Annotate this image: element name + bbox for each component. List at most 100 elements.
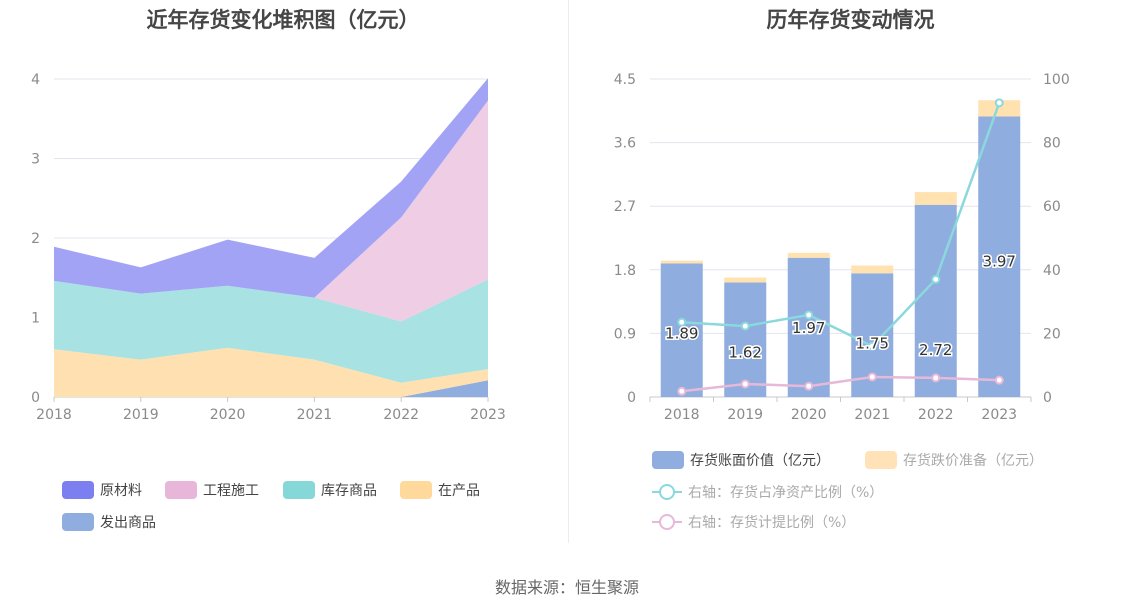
y-left-tick-label: 4.5: [614, 72, 636, 88]
x-tick-label: 2023: [470, 407, 506, 423]
x-tick-label: 2022: [918, 407, 954, 423]
y-left-tick-label: 3.6: [614, 136, 636, 152]
legend-swatch: [652, 483, 682, 501]
x-tick-label: 2020: [791, 407, 827, 423]
area-在产品: [54, 347, 488, 397]
right-chart-title: 历年存货变动情况: [766, 8, 935, 32]
line-point: [804, 310, 814, 320]
y-left-tick-label: 0.9: [614, 326, 636, 342]
bar-存货账面价值（亿元）: [724, 282, 767, 397]
bar-value-label: 1.62: [729, 344, 762, 362]
legend-item[interactable]: 原材料: [62, 480, 142, 500]
legend-label: 工程施工: [203, 483, 259, 499]
bar-value-label: 1.75: [856, 334, 889, 352]
line-point: [994, 375, 1004, 385]
legend-label: 存货跌价准备（亿元）: [903, 453, 1043, 469]
legend-item[interactable]: 存货账面价值（亿元）: [652, 450, 830, 470]
bar-value-label: 1.89: [665, 324, 698, 342]
area-工程施工: [54, 100, 488, 322]
legend-swatch: [400, 481, 432, 499]
line-point: [931, 373, 941, 383]
x-tick-label: 2018: [664, 407, 700, 423]
legend-swatch: [62, 513, 94, 531]
data-source-note: 数据来源：恒生聚源: [494, 578, 639, 597]
bar-存货跌价准备（亿元）: [978, 100, 1021, 117]
y-right-tick-label: 20: [1043, 326, 1061, 342]
y-right-tick-label: 0: [1043, 390, 1052, 406]
x-tick-label: 2019: [123, 407, 159, 423]
line-point: [994, 98, 1004, 108]
y-tick-label: 2: [31, 231, 40, 247]
inventory-bar-chart: 0 0.9 1.8 2.7 3.6 4.5 0 20 40 60 80 100 1.89 1.62 1.97…: [614, 72, 1070, 423]
y-tick-label: 1: [31, 311, 40, 327]
x-tick-label: 2021: [854, 407, 890, 423]
legend-label: 在产品: [438, 483, 480, 499]
x-tick-label: 2018: [36, 407, 72, 423]
x-tick-label: 2020: [210, 407, 246, 423]
line-point: [677, 317, 687, 327]
bar-value-label: 1.97: [792, 319, 825, 337]
legend-item[interactable]: 右轴：存货计提比例（%）: [652, 512, 855, 532]
y-left-tick-label: 2.7: [614, 199, 636, 215]
line-右轴：存货占净资产比例（%）: [681, 102, 1001, 348]
legend-swatch: [62, 481, 94, 499]
legend-label: 存货账面价值（亿元）: [690, 453, 830, 469]
area-发出商品: [54, 380, 488, 397]
line-point: [867, 372, 877, 382]
y-left-tick-label: 0: [627, 390, 636, 406]
legend-swatch: [652, 513, 682, 531]
bar-存货跌价准备（亿元）: [787, 252, 830, 258]
line-point: [677, 386, 687, 396]
y-tick-label: 0: [31, 390, 40, 406]
panel-divider: [568, 0, 569, 543]
legend-item[interactable]: 库存商品: [283, 480, 377, 500]
y-right-tick-label: 100: [1043, 72, 1070, 88]
bar-存货跌价准备（亿元）: [724, 277, 767, 283]
legend-item[interactable]: 右轴：存货占净资产比例（%）: [652, 482, 883, 502]
bar-存货跌价准备（亿元）: [914, 192, 957, 205]
legend-label: 发出商品: [100, 515, 156, 531]
left-chart-title: 近年存货变化堆积图（亿元）: [146, 8, 420, 32]
inventory-bar-chart-panel: 历年存货变动情况 0 0.9 1.8 2.7 3.6 4.5 0 20 40 60 80 100 1.8…: [567, 0, 1134, 548]
line-point: [867, 341, 877, 351]
legend-label: 右轴：存货占净资产比例（%）: [688, 485, 884, 501]
legend-label: 原材料: [100, 483, 142, 499]
x-tick-label: 2022: [383, 407, 419, 423]
legend-swatch: [865, 451, 897, 469]
stacked-area-chart-panel: 近年存货变化堆积图（亿元） 0 1 2 3 4 2018 2019 2020 2021 2022 2…: [0, 0, 566, 548]
legend-label: 右轴：存货计提比例（%）: [688, 515, 856, 531]
legend-item[interactable]: 发出商品: [62, 512, 156, 532]
x-tick-label: 2021: [297, 407, 333, 423]
y-right-tick-label: 60: [1043, 199, 1061, 215]
bar-存货账面价值（亿元）: [660, 263, 703, 397]
bar-存货账面价值（亿元）: [978, 116, 1021, 397]
legend-item[interactable]: 工程施工: [165, 480, 259, 500]
legend-swatch: [652, 451, 684, 469]
line-point: [740, 321, 750, 331]
bar-存货账面价值（亿元）: [914, 204, 957, 397]
legend-item[interactable]: 存货跌价准备（亿元）: [865, 450, 1043, 470]
area-库存商品: [54, 279, 488, 383]
x-tick-label: 2023: [981, 407, 1017, 423]
y-right-tick-label: 80: [1043, 136, 1061, 152]
line-point: [804, 381, 814, 391]
bar-存货跌价准备（亿元）: [851, 265, 894, 274]
x-tick-label: 2019: [727, 407, 763, 423]
legend-item[interactable]: 在产品: [400, 480, 480, 500]
y-tick-label: 4: [31, 72, 40, 88]
area-原材料: [54, 78, 488, 298]
line-point: [931, 274, 941, 284]
line-point: [740, 379, 750, 389]
bar-存货账面价值（亿元）: [787, 257, 830, 397]
legend-swatch: [165, 481, 197, 499]
y-left-tick-label: 1.8: [614, 263, 636, 279]
bar-value-label: 2.72: [919, 341, 952, 359]
y-right-tick-label: 40: [1043, 263, 1061, 279]
y-tick-label: 3: [31, 152, 40, 168]
legend-label: 库存商品: [321, 483, 377, 499]
bar-value-label: 3.97: [983, 252, 1016, 270]
legend-swatch: [283, 481, 315, 499]
stacked-area-chart: 0 1 2 3 4 2018 2019 2020 2021 2022 2023: [31, 72, 506, 423]
bar-存货跌价准备（亿元）: [660, 260, 703, 264]
line-右轴：存货计提比例（%）: [681, 375, 1000, 393]
